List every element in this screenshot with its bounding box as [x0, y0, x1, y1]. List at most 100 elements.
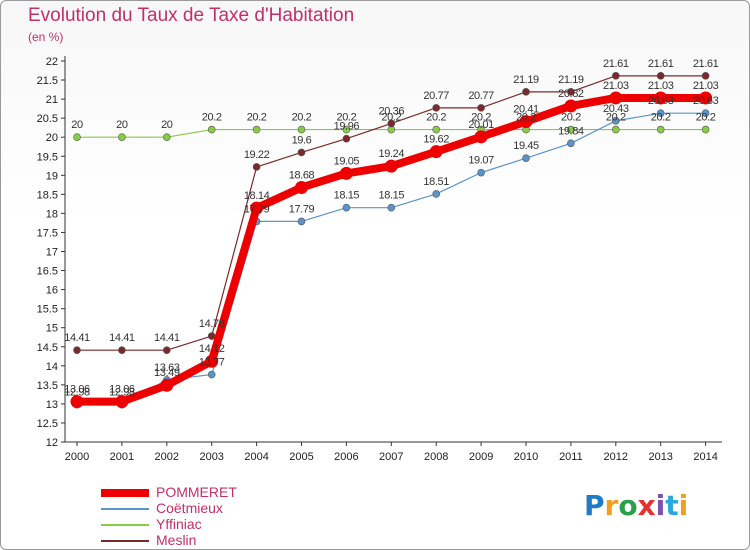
- data-label: 21.03: [648, 80, 674, 92]
- data-label: 20.2: [471, 112, 491, 124]
- data-label: 19.6: [292, 134, 312, 146]
- legend-label: Yffiniac: [156, 516, 202, 532]
- x-tick-label: 2000: [65, 451, 89, 463]
- legend-swatch: [101, 508, 149, 510]
- data-label: 20.2: [292, 112, 312, 124]
- data-point: [387, 203, 396, 212]
- data-label: 20.36: [379, 105, 405, 117]
- data-label: 17.79: [244, 203, 270, 215]
- y-tick-label: 21: [46, 94, 58, 106]
- data-label: 14.41: [109, 332, 135, 344]
- data-label: 18.68: [289, 169, 315, 181]
- x-tick-label: 2005: [289, 451, 313, 463]
- data-label: 20.2: [381, 112, 401, 124]
- data-point: [70, 395, 84, 409]
- data-label: 18.51: [423, 176, 449, 188]
- legend-swatch: [101, 524, 149, 526]
- data-point: [384, 159, 398, 173]
- data-label: 17.79: [289, 203, 315, 215]
- data-point: [387, 119, 396, 128]
- legend-label: Meslin: [156, 532, 197, 548]
- data-point: [207, 332, 216, 340]
- y-tick-label: 20: [46, 132, 58, 144]
- data-point: [522, 154, 530, 162]
- y-tick-label: 15: [46, 323, 58, 335]
- data-point: [163, 346, 171, 354]
- data-point: [295, 180, 308, 194]
- data-point: [342, 203, 351, 212]
- legend-swatch: [101, 489, 149, 497]
- data-label: 21.61: [603, 58, 629, 70]
- data-label: 20.82: [558, 88, 584, 100]
- data-label: 14.78: [199, 318, 225, 330]
- data-point: [701, 109, 710, 117]
- data-point: [250, 201, 264, 215]
- data-label: 21.61: [693, 58, 719, 70]
- data-point: [297, 125, 306, 134]
- data-point: [611, 72, 620, 80]
- data-label: 20.2: [336, 112, 356, 124]
- data-label: 19.45: [513, 140, 539, 152]
- data-label: 20.2: [247, 112, 267, 124]
- data-label: 20.01: [468, 119, 494, 131]
- x-tick-label: 2001: [110, 451, 134, 463]
- data-label: 19.96: [334, 121, 360, 133]
- data-label: 19.84: [558, 125, 584, 137]
- data-label: 19.22: [244, 149, 270, 161]
- data-label: 20.43: [603, 103, 629, 115]
- chart-subtitle: (en %): [28, 30, 64, 44]
- data-label: 21.03: [693, 80, 719, 92]
- data-label: 19.62: [423, 134, 449, 146]
- y-tick-label: 22: [46, 56, 58, 68]
- data-label: 20.2: [651, 112, 671, 124]
- data-label: 13.06: [109, 384, 135, 396]
- y-tick-label: 15.5: [37, 304, 58, 316]
- data-label: 19.24: [379, 148, 405, 160]
- data-point: [432, 104, 441, 112]
- data-point: [342, 134, 351, 143]
- data-point: [73, 346, 81, 354]
- y-tick-label: 12.5: [37, 418, 58, 430]
- data-label: 13.49: [154, 367, 180, 379]
- data-label: 14.41: [64, 332, 90, 344]
- data-point: [115, 395, 129, 409]
- data-point: [611, 125, 620, 134]
- data-point: [656, 125, 665, 134]
- data-label: 19.07: [468, 155, 494, 167]
- data-label: 18.15: [334, 190, 360, 202]
- y-tick-label: 14: [46, 361, 58, 373]
- x-tick-label: 2013: [648, 451, 672, 463]
- data-label: 21.61: [648, 58, 674, 70]
- data-point: [118, 133, 126, 141]
- legend-label: POMMERET: [156, 484, 237, 500]
- data-label: 21.03: [603, 80, 629, 92]
- x-tick-label: 2007: [379, 451, 403, 463]
- data-label: 20.63: [693, 95, 719, 107]
- data-point: [432, 125, 441, 134]
- data-label: 14.41: [154, 332, 180, 344]
- x-tick-label: 2008: [424, 451, 448, 463]
- x-tick-label: 2014: [693, 451, 717, 463]
- data-point: [519, 115, 533, 129]
- chart-title: Evolution du Taux de Taxe d'Habitation: [28, 5, 355, 26]
- data-label: 21.19: [513, 74, 539, 86]
- y-tick-label: 19.5: [37, 151, 58, 163]
- data-label: 20.2: [202, 112, 222, 124]
- x-tick-label: 2003: [199, 451, 223, 463]
- y-tick-label: 13.5: [37, 380, 58, 392]
- x-tick-label: 2004: [244, 451, 268, 463]
- data-label: 13.63: [154, 362, 180, 374]
- data-point: [73, 133, 81, 141]
- x-tick-label: 2011: [559, 451, 583, 463]
- data-point: [656, 109, 665, 117]
- data-point: [252, 125, 261, 134]
- data-label: 13.77: [199, 357, 225, 369]
- data-point: [654, 91, 668, 105]
- data-label: 20.2: [561, 112, 581, 124]
- data-point: [207, 370, 216, 379]
- y-tick-label: 12: [46, 437, 58, 449]
- data-label: 14.12: [199, 343, 225, 355]
- data-label: 18.15: [379, 190, 405, 202]
- x-tick-label: 2006: [334, 451, 358, 463]
